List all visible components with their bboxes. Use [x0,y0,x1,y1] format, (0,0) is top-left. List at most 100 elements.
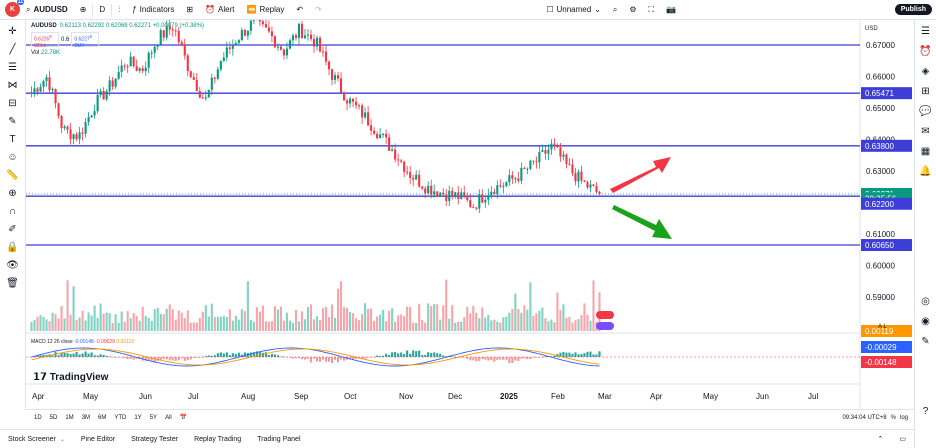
target-icon[interactable]: ◎ [921,295,930,307]
candle-body [285,48,289,56]
layers-icon[interactable]: ◈ [921,65,930,77]
undo-button[interactable]: ↶ [290,0,309,20]
chat-icon[interactable]: 💬 [919,105,932,117]
macd-histogram-bar [93,355,96,357]
idea-icon[interactable]: ✉ [921,125,930,137]
candle-body [117,72,120,79]
quick-search-button[interactable]: ⌕ [607,0,623,20]
help-icon[interactable]: ? [922,405,929,417]
trendline-icon[interactable]: ╱ [9,43,16,55]
buy-button[interactable]: 0.62275 BUY [71,32,100,49]
settings-button[interactable]: ⚙ [623,0,642,20]
arrow-up-icon[interactable] [610,157,671,193]
maximize-panel-button[interactable]: ▭ [891,435,914,443]
goto-date-icon[interactable]: 📅 [179,415,188,421]
trade-marker[interactable] [596,311,614,319]
user-avatar[interactable]: K 11 [5,0,24,17]
range-1y[interactable]: 1Y [134,414,142,421]
eye-icon[interactable]: 👁 [6,259,19,271]
ruler-icon[interactable]: 📏 [6,169,19,181]
trash-icon[interactable]: 🗑 [6,277,19,289]
range-1m[interactable]: 1M [65,414,74,421]
lock-icon[interactable]: 🔒 [6,241,19,253]
lock-drawings-icon[interactable]: ✐ [8,223,17,235]
ohlc-values: 0.62113 0.62292 0.62068 0.62271 +0.00079… [59,23,205,29]
alert-button[interactable]: ⏰ Alert [199,0,240,20]
percent-toggle[interactable]: % [890,414,896,421]
zoom-icon[interactable]: ⊕ [8,187,17,199]
snapshot-button[interactable]: 📷 [660,0,682,20]
candle-body [123,65,126,67]
sell-button[interactable]: 0.62269 SELL [31,32,59,49]
tab-stock-screener[interactable]: Stock Screener ⌄ [0,436,73,443]
candle-body [249,20,252,31]
range-6m[interactable]: 6M [98,414,107,421]
volume-bar [234,315,237,331]
calendar-icon[interactable]: ▦ [920,145,931,157]
chart-type-button[interactable]: ⫶ [112,0,126,20]
volume-bar [60,305,63,331]
macd-histogram-bar [243,352,246,357]
emoji-icon[interactable]: ☺ [7,151,18,163]
position-icon[interactable]: ⊟ [8,97,17,109]
volume-bar [309,304,313,331]
replay-button[interactable]: ⏪ Replay [240,0,290,20]
crosshair-icon[interactable]: ✛ [8,25,17,37]
bell-icon[interactable]: 🔔 [919,165,932,177]
range-3m[interactable]: 3M [81,414,91,421]
macd-histogram-bar [379,355,382,357]
macd-histogram-bar [463,357,466,358]
fullscreen-button[interactable]: ⛶ [643,0,661,20]
templates-button[interactable]: ⊞ [180,0,199,20]
pattern-icon[interactable]: ⋈ [7,79,18,91]
tab-replay-trading[interactable]: Replay Trading [186,436,249,443]
symbol-search[interactable]: ⌕ AUDUSD [20,0,74,20]
arrow-down-icon[interactable] [612,205,672,239]
scale-letters[interactable]: A L [878,324,887,330]
volume-bar [237,319,240,331]
range-1d[interactable]: 1D [34,414,42,421]
layout-name: Unnamed [556,5,592,14]
macd-histogram-bar [264,352,267,357]
range-ytd[interactable]: YTD [114,414,127,421]
range-5d[interactable]: 5D [49,414,58,421]
chart-area[interactable]: USD0.670000.660000.650000.640000.630000.… [26,20,914,408]
publish-button[interactable]: Publish [894,4,932,15]
candle-body [288,40,292,49]
macd-histogram-bar [532,357,535,358]
macd-histogram-bar [562,351,565,357]
collapse-panel-button[interactable]: ⌃ [870,435,892,443]
text-icon[interactable]: T [9,133,16,145]
tab-strategy-tester[interactable]: Strategy Tester [123,436,186,443]
add-symbol-button[interactable]: ⊕ [74,0,93,20]
watchlist-icon[interactable]: ☰ [921,25,930,37]
candle-body [162,30,165,38]
grid-icon[interactable]: ⊞ [921,85,930,97]
volume-bar [165,308,168,331]
trade-marker[interactable] [596,322,614,330]
interval-button[interactable]: D [93,0,111,20]
volume-bar [294,309,298,331]
candle-body [592,184,595,187]
signal-icon[interactable]: ◉ [921,315,930,327]
pencil-icon[interactable]: ✎ [921,335,930,347]
brush-icon[interactable]: ✎ [8,115,17,127]
layout-button[interactable]: ☐ Unnamed ⌄ [540,0,607,20]
fib-icon[interactable]: ☰ [8,61,17,73]
tab-pine-editor[interactable]: Pine Editor [73,436,123,443]
indicators-button[interactable]: ƒ Indicators [126,0,180,20]
candle-body [391,149,394,151]
redo-button[interactable]: ↷ [309,0,328,20]
alerts-icon[interactable]: ⏰ [919,45,932,57]
tab-trading-panel[interactable]: Trading Panel [249,436,308,443]
clock[interactable]: 09:34:04 UTC+8 [842,414,887,421]
range-5y[interactable]: 5Y [149,414,158,421]
magnet-icon[interactable]: ∩ [8,205,17,217]
volume-bar [568,316,571,331]
range-all[interactable]: All [165,414,172,421]
log-toggle[interactable]: log [899,414,908,421]
candle-body [165,26,168,38]
candle-body [511,175,514,179]
candle-body [228,47,231,49]
candle-body [222,57,225,61]
